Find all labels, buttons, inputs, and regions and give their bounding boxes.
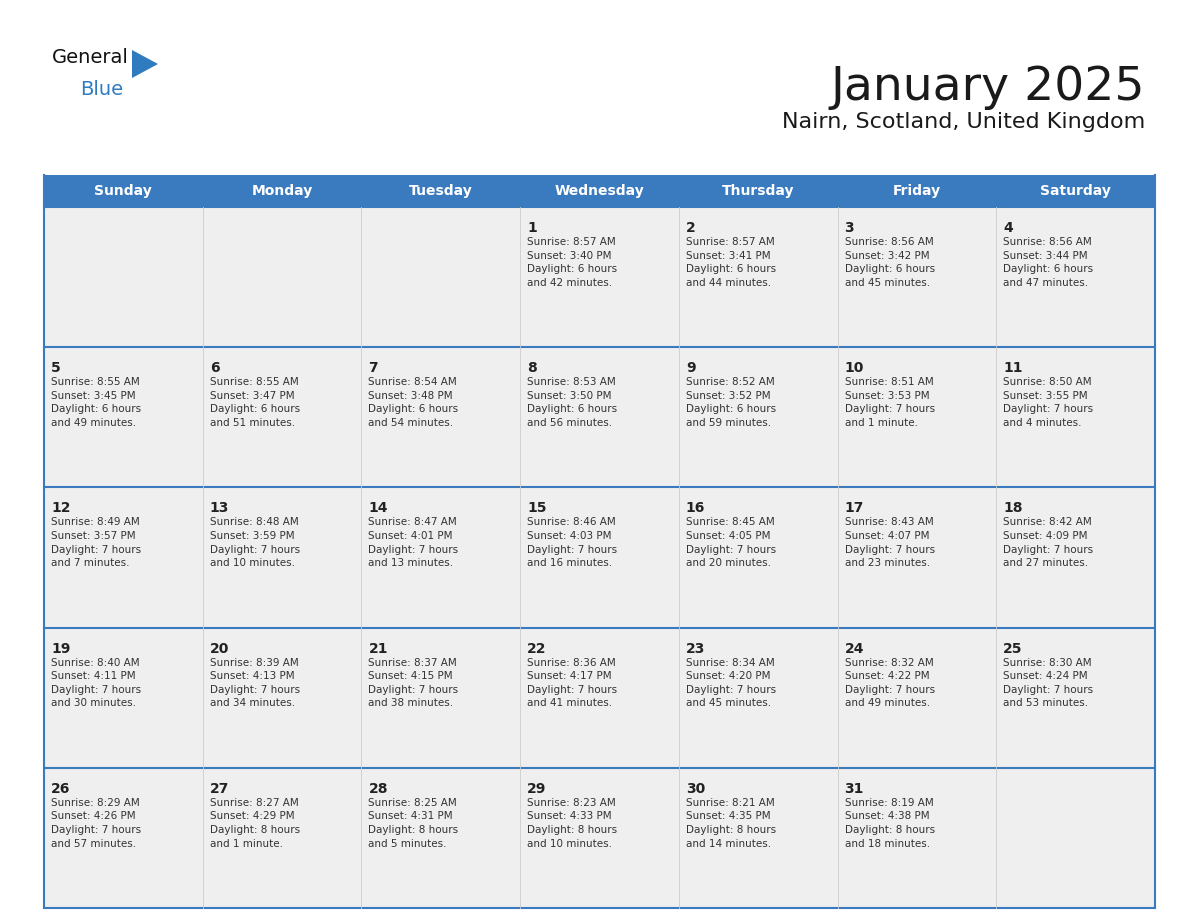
Bar	[203, 175, 361, 207]
Text: 16: 16	[685, 501, 706, 515]
Text: Sunrise: 8:56 AM
Sunset: 3:42 PM
Daylight: 6 hours
and 45 minutes.: Sunrise: 8:56 AM Sunset: 3:42 PM Dayligh…	[845, 237, 935, 288]
Text: 12: 12	[51, 501, 70, 515]
Polygon shape	[132, 50, 158, 78]
Text: Sunrise: 8:43 AM
Sunset: 4:07 PM
Daylight: 7 hours
and 23 minutes.: Sunrise: 8:43 AM Sunset: 4:07 PM Dayligh…	[845, 518, 935, 568]
Text: 31: 31	[845, 782, 864, 796]
Text: 2: 2	[685, 221, 696, 235]
Text: January 2025: January 2025	[830, 65, 1145, 110]
Text: Sunrise: 8:57 AM
Sunset: 3:40 PM
Daylight: 6 hours
and 42 minutes.: Sunrise: 8:57 AM Sunset: 3:40 PM Dayligh…	[527, 237, 618, 288]
Text: 1: 1	[527, 221, 537, 235]
Text: Thursday: Thursday	[722, 184, 795, 198]
Text: General: General	[52, 48, 128, 67]
Text: Sunrise: 8:52 AM
Sunset: 3:52 PM
Daylight: 6 hours
and 59 minutes.: Sunrise: 8:52 AM Sunset: 3:52 PM Dayligh…	[685, 377, 776, 428]
Text: Nairn, Scotland, United Kingdom: Nairn, Scotland, United Kingdom	[782, 112, 1145, 132]
Text: 13: 13	[210, 501, 229, 515]
Text: Sunrise: 8:57 AM
Sunset: 3:41 PM
Daylight: 6 hours
and 44 minutes.: Sunrise: 8:57 AM Sunset: 3:41 PM Dayligh…	[685, 237, 776, 288]
Text: 14: 14	[368, 501, 388, 515]
Text: Sunrise: 8:45 AM
Sunset: 4:05 PM
Daylight: 7 hours
and 20 minutes.: Sunrise: 8:45 AM Sunset: 4:05 PM Dayligh…	[685, 518, 776, 568]
Text: 17: 17	[845, 501, 864, 515]
Text: 15: 15	[527, 501, 546, 515]
Text: Sunrise: 8:19 AM
Sunset: 4:38 PM
Daylight: 8 hours
and 18 minutes.: Sunrise: 8:19 AM Sunset: 4:38 PM Dayligh…	[845, 798, 935, 848]
Bar	[44, 767, 1155, 908]
Text: Wednesday: Wednesday	[555, 184, 644, 198]
Text: 21: 21	[368, 642, 388, 655]
Text: Sunrise: 8:42 AM
Sunset: 4:09 PM
Daylight: 7 hours
and 27 minutes.: Sunrise: 8:42 AM Sunset: 4:09 PM Dayligh…	[1004, 518, 1093, 568]
Bar	[44, 347, 1155, 487]
Text: 4: 4	[1004, 221, 1013, 235]
Text: 3: 3	[845, 221, 854, 235]
Text: 27: 27	[210, 782, 229, 796]
Text: Sunrise: 8:48 AM
Sunset: 3:59 PM
Daylight: 7 hours
and 10 minutes.: Sunrise: 8:48 AM Sunset: 3:59 PM Dayligh…	[210, 518, 299, 568]
Text: Sunrise: 8:21 AM
Sunset: 4:35 PM
Daylight: 8 hours
and 14 minutes.: Sunrise: 8:21 AM Sunset: 4:35 PM Dayligh…	[685, 798, 776, 848]
Bar	[997, 175, 1155, 207]
Text: Sunrise: 8:23 AM
Sunset: 4:33 PM
Daylight: 8 hours
and 10 minutes.: Sunrise: 8:23 AM Sunset: 4:33 PM Dayligh…	[527, 798, 618, 848]
Text: Sunrise: 8:32 AM
Sunset: 4:22 PM
Daylight: 7 hours
and 49 minutes.: Sunrise: 8:32 AM Sunset: 4:22 PM Dayligh…	[845, 657, 935, 709]
Text: 20: 20	[210, 642, 229, 655]
Bar	[44, 207, 1155, 347]
Text: Sunrise: 8:47 AM
Sunset: 4:01 PM
Daylight: 7 hours
and 13 minutes.: Sunrise: 8:47 AM Sunset: 4:01 PM Dayligh…	[368, 518, 459, 568]
Text: 11: 11	[1004, 361, 1023, 375]
Text: Sunrise: 8:51 AM
Sunset: 3:53 PM
Daylight: 7 hours
and 1 minute.: Sunrise: 8:51 AM Sunset: 3:53 PM Dayligh…	[845, 377, 935, 428]
Text: Tuesday: Tuesday	[409, 184, 473, 198]
Text: Sunrise: 8:37 AM
Sunset: 4:15 PM
Daylight: 7 hours
and 38 minutes.: Sunrise: 8:37 AM Sunset: 4:15 PM Dayligh…	[368, 657, 459, 709]
Text: Sunrise: 8:46 AM
Sunset: 4:03 PM
Daylight: 7 hours
and 16 minutes.: Sunrise: 8:46 AM Sunset: 4:03 PM Dayligh…	[527, 518, 618, 568]
Bar	[44, 175, 203, 207]
Text: Sunrise: 8:27 AM
Sunset: 4:29 PM
Daylight: 8 hours
and 1 minute.: Sunrise: 8:27 AM Sunset: 4:29 PM Dayligh…	[210, 798, 299, 848]
Text: Sunrise: 8:36 AM
Sunset: 4:17 PM
Daylight: 7 hours
and 41 minutes.: Sunrise: 8:36 AM Sunset: 4:17 PM Dayligh…	[527, 657, 618, 709]
Text: 25: 25	[1004, 642, 1023, 655]
Text: Friday: Friday	[893, 184, 941, 198]
Text: 23: 23	[685, 642, 706, 655]
Text: 24: 24	[845, 642, 864, 655]
Text: 22: 22	[527, 642, 546, 655]
Text: Sunday: Sunday	[95, 184, 152, 198]
Text: 28: 28	[368, 782, 388, 796]
Text: Sunrise: 8:34 AM
Sunset: 4:20 PM
Daylight: 7 hours
and 45 minutes.: Sunrise: 8:34 AM Sunset: 4:20 PM Dayligh…	[685, 657, 776, 709]
Text: Sunrise: 8:40 AM
Sunset: 4:11 PM
Daylight: 7 hours
and 30 minutes.: Sunrise: 8:40 AM Sunset: 4:11 PM Dayligh…	[51, 657, 141, 709]
Text: 30: 30	[685, 782, 706, 796]
Text: Blue: Blue	[80, 80, 124, 99]
Bar	[838, 175, 997, 207]
Text: 29: 29	[527, 782, 546, 796]
Text: 8: 8	[527, 361, 537, 375]
Text: 18: 18	[1004, 501, 1023, 515]
Text: Monday: Monday	[252, 184, 312, 198]
Text: 6: 6	[210, 361, 220, 375]
Text: Saturday: Saturday	[1041, 184, 1111, 198]
Text: 5: 5	[51, 361, 61, 375]
Text: Sunrise: 8:50 AM
Sunset: 3:55 PM
Daylight: 7 hours
and 4 minutes.: Sunrise: 8:50 AM Sunset: 3:55 PM Dayligh…	[1004, 377, 1093, 428]
Text: 26: 26	[51, 782, 70, 796]
Text: 9: 9	[685, 361, 695, 375]
Text: 10: 10	[845, 361, 864, 375]
Text: Sunrise: 8:39 AM
Sunset: 4:13 PM
Daylight: 7 hours
and 34 minutes.: Sunrise: 8:39 AM Sunset: 4:13 PM Dayligh…	[210, 657, 299, 709]
Text: 7: 7	[368, 361, 378, 375]
Bar	[520, 175, 678, 207]
Bar	[44, 487, 1155, 628]
Text: Sunrise: 8:25 AM
Sunset: 4:31 PM
Daylight: 8 hours
and 5 minutes.: Sunrise: 8:25 AM Sunset: 4:31 PM Dayligh…	[368, 798, 459, 848]
Bar	[678, 175, 838, 207]
Text: Sunrise: 8:55 AM
Sunset: 3:47 PM
Daylight: 6 hours
and 51 minutes.: Sunrise: 8:55 AM Sunset: 3:47 PM Dayligh…	[210, 377, 299, 428]
Text: Sunrise: 8:54 AM
Sunset: 3:48 PM
Daylight: 6 hours
and 54 minutes.: Sunrise: 8:54 AM Sunset: 3:48 PM Dayligh…	[368, 377, 459, 428]
Text: Sunrise: 8:29 AM
Sunset: 4:26 PM
Daylight: 7 hours
and 57 minutes.: Sunrise: 8:29 AM Sunset: 4:26 PM Dayligh…	[51, 798, 141, 848]
Bar	[361, 175, 520, 207]
Text: 19: 19	[51, 642, 70, 655]
Text: Sunrise: 8:49 AM
Sunset: 3:57 PM
Daylight: 7 hours
and 7 minutes.: Sunrise: 8:49 AM Sunset: 3:57 PM Dayligh…	[51, 518, 141, 568]
Bar	[44, 628, 1155, 767]
Text: Sunrise: 8:53 AM
Sunset: 3:50 PM
Daylight: 6 hours
and 56 minutes.: Sunrise: 8:53 AM Sunset: 3:50 PM Dayligh…	[527, 377, 618, 428]
Text: Sunrise: 8:56 AM
Sunset: 3:44 PM
Daylight: 6 hours
and 47 minutes.: Sunrise: 8:56 AM Sunset: 3:44 PM Dayligh…	[1004, 237, 1093, 288]
Text: Sunrise: 8:55 AM
Sunset: 3:45 PM
Daylight: 6 hours
and 49 minutes.: Sunrise: 8:55 AM Sunset: 3:45 PM Dayligh…	[51, 377, 141, 428]
Text: Sunrise: 8:30 AM
Sunset: 4:24 PM
Daylight: 7 hours
and 53 minutes.: Sunrise: 8:30 AM Sunset: 4:24 PM Dayligh…	[1004, 657, 1093, 709]
